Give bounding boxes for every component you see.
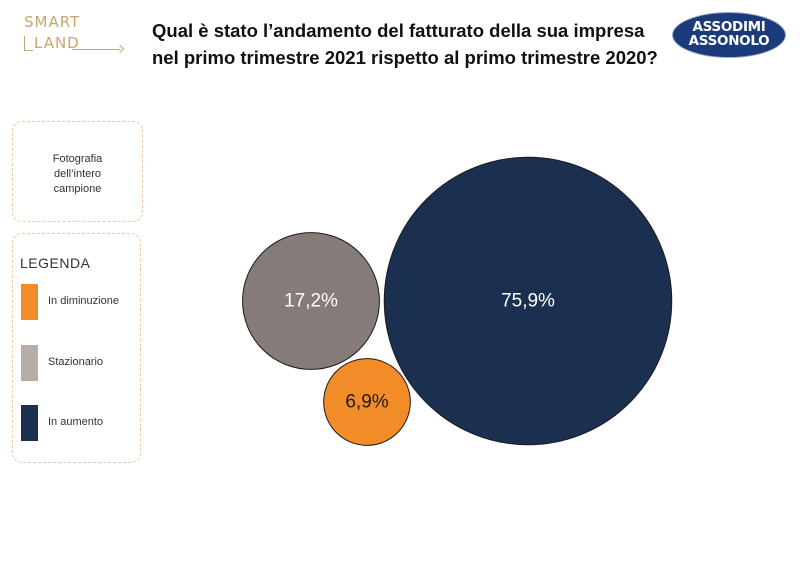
bubble-decrease bbox=[323, 358, 411, 446]
bubble-label-increase: 75,9% bbox=[501, 291, 555, 312]
bubble-label-stable: 17,2% bbox=[284, 291, 338, 312]
title-line2: nel primo trimestre 2021 rispetto al pri… bbox=[152, 47, 658, 68]
legend-label-increase: In aumento bbox=[48, 416, 104, 428]
logo-left-frame bbox=[24, 36, 33, 51]
sample-info-line2: dell’intero bbox=[53, 168, 102, 180]
logo-left-line1: SMART bbox=[24, 13, 81, 31]
smartland-logo: SMART LAND bbox=[24, 13, 125, 58]
assodimi-logo: ASSODIMI ASSONOLO bbox=[672, 12, 786, 58]
logo-left-line2: LAND bbox=[34, 34, 80, 52]
sample-info-line1: Fotografia bbox=[52, 153, 103, 165]
legend-swatch-decrease bbox=[21, 284, 38, 320]
logo-right-line1: ASSODIMI bbox=[692, 19, 766, 35]
logo-right-line2: ASSONOLO bbox=[688, 33, 770, 49]
logo-left-underline bbox=[72, 49, 120, 50]
bubble-label-decrease: 6,9% bbox=[345, 392, 388, 413]
sample-info-box: Fotografia dell’intero campione bbox=[12, 121, 143, 222]
page-title: Qual è stato l’andamento del fatturato d… bbox=[152, 17, 658, 71]
legend-title: LEGENDA bbox=[20, 255, 91, 271]
title-line1: Qual è stato l’andamento del fatturato d… bbox=[152, 20, 645, 41]
legend-swatch-increase bbox=[21, 405, 38, 441]
bubble-increase bbox=[383, 156, 673, 446]
legend-label-decrease: In diminuzione bbox=[48, 295, 119, 307]
sample-info-text: Fotografia dell’intero campione bbox=[13, 152, 142, 197]
sample-info-line3: campione bbox=[53, 183, 102, 195]
legend-label-stable: Stazionario bbox=[48, 356, 104, 368]
bubble-stable bbox=[242, 232, 380, 370]
logo-right-oval bbox=[672, 12, 786, 58]
legend-box: LEGENDA In diminuzione Stazionario In au… bbox=[12, 233, 141, 463]
legend-swatch-stable bbox=[21, 345, 38, 381]
